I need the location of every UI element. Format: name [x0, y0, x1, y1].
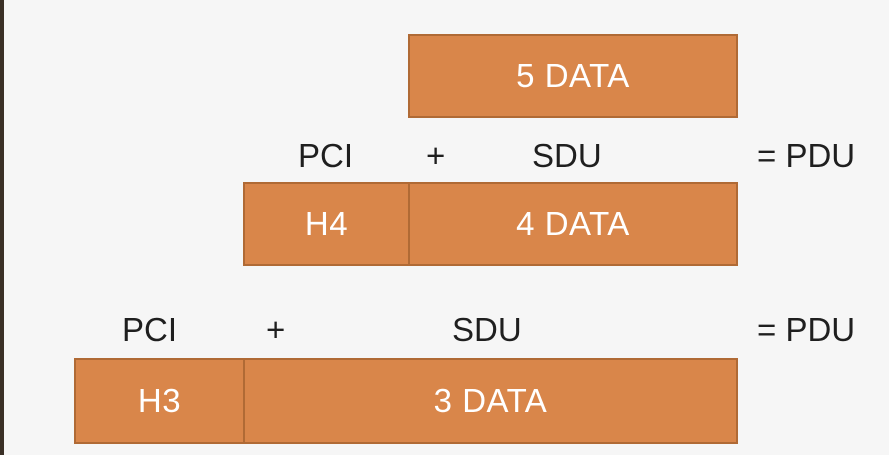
layer4-pdu-label: = PDU: [757, 137, 856, 174]
layer3-plus-sign: +: [266, 311, 286, 348]
layer4-header-block: H4: [243, 182, 410, 266]
layer4-plus-sign: +: [426, 137, 446, 174]
layer4-header-label: H4: [304, 205, 349, 242]
layer3-data-label: 3 DATA: [433, 382, 548, 419]
layer3-pci-label: PCI: [122, 311, 178, 348]
layer4-sdu-label: SDU: [532, 137, 602, 174]
layer3-pdu-label: = PDU: [757, 311, 856, 348]
layer3-header-block: H3: [74, 358, 245, 444]
layer4-pci-label: PCI: [298, 137, 354, 174]
layer3-sdu-label: SDU: [452, 311, 522, 348]
layer5-data-label: 5 DATA: [516, 57, 630, 94]
layer5-data-block: 5 DATA: [408, 34, 738, 118]
layer4-data-label: 4 DATA: [516, 205, 630, 242]
left-edge-strip: [0, 0, 4, 455]
layer3-header-label: H3: [137, 382, 182, 419]
layer3-data-block: 3 DATA: [243, 358, 738, 444]
layer4-data-block: 4 DATA: [408, 182, 738, 266]
